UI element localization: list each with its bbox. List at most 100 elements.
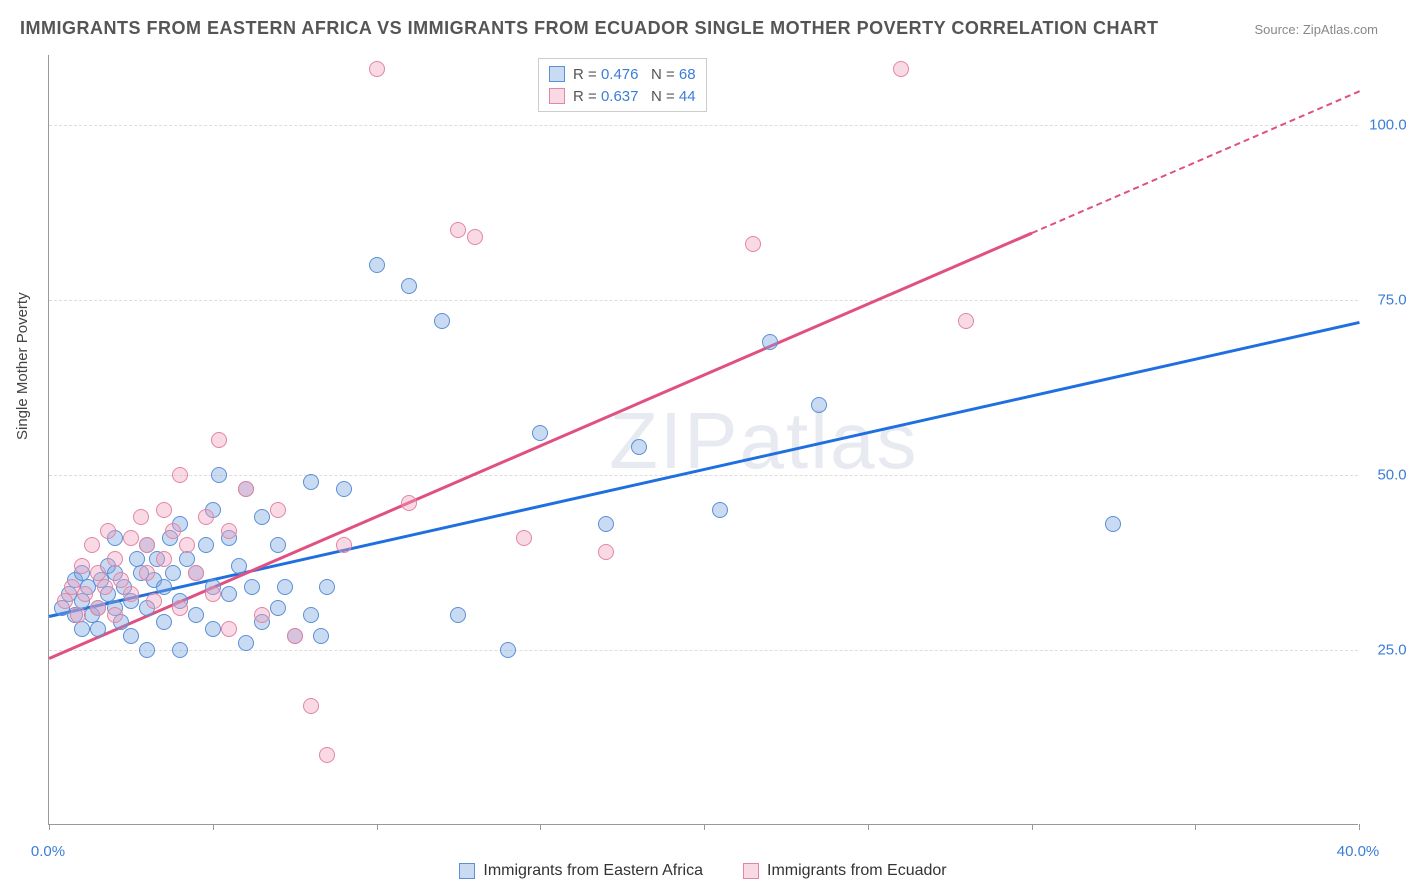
data-point: [270, 600, 286, 616]
data-point: [598, 516, 614, 532]
data-point: [198, 537, 214, 553]
data-point: [1105, 516, 1121, 532]
legend-swatch: [743, 863, 759, 879]
x-tick: [540, 824, 541, 830]
x-tick-label: 40.0%: [1337, 843, 1380, 860]
x-tick: [213, 824, 214, 830]
data-point: [139, 537, 155, 553]
data-point: [97, 579, 113, 595]
data-point: [156, 579, 172, 595]
data-point: [165, 523, 181, 539]
x-tick: [49, 824, 50, 830]
data-point: [179, 551, 195, 567]
data-point: [303, 607, 319, 623]
trend-line: [1031, 90, 1359, 234]
data-point: [238, 635, 254, 651]
legend-bottom: Immigrants from Eastern Africa Immigrants…: [0, 862, 1406, 880]
data-point: [303, 474, 319, 490]
data-point: [745, 236, 761, 252]
data-point: [319, 579, 335, 595]
y-tick-label: 25.0%: [1364, 642, 1406, 659]
data-point: [123, 586, 139, 602]
data-point: [516, 530, 532, 546]
data-point: [74, 558, 90, 574]
data-point: [123, 628, 139, 644]
data-point: [231, 558, 247, 574]
y-tick-label: 75.0%: [1364, 292, 1406, 309]
data-point: [532, 425, 548, 441]
legend-correlation: R = 0.476 N = 68 R = 0.637 N = 44: [538, 58, 707, 112]
data-point: [811, 397, 827, 413]
data-point: [188, 565, 204, 581]
data-point: [238, 481, 254, 497]
data-point: [893, 61, 909, 77]
data-point: [631, 439, 647, 455]
data-point: [113, 572, 129, 588]
legend-swatch: [459, 863, 475, 879]
legend-swatch: [549, 66, 565, 82]
data-point: [172, 600, 188, 616]
data-point: [221, 523, 237, 539]
data-point: [401, 495, 417, 511]
data-point: [369, 61, 385, 77]
legend-item: Immigrants from Eastern Africa: [459, 862, 703, 880]
data-point: [107, 551, 123, 567]
data-point: [90, 621, 106, 637]
trend-line: [49, 232, 1032, 660]
y-tick-label: 100.0%: [1364, 117, 1406, 134]
legend-stat: R = 0.637 N = 44: [573, 88, 696, 105]
x-tick: [1032, 824, 1033, 830]
data-point: [303, 698, 319, 714]
data-point: [198, 509, 214, 525]
legend-label: Immigrants from Ecuador: [767, 862, 947, 880]
legend-item: Immigrants from Ecuador: [743, 862, 947, 880]
data-point: [270, 502, 286, 518]
plot-area: ZIPatlas 25.0%50.0%75.0%100.0%: [48, 55, 1358, 825]
y-axis-label: Single Mother Poverty: [14, 292, 31, 440]
data-point: [139, 642, 155, 658]
data-point: [57, 593, 73, 609]
x-tick: [868, 824, 869, 830]
data-point: [287, 628, 303, 644]
data-point: [467, 229, 483, 245]
data-point: [211, 467, 227, 483]
data-point: [165, 565, 181, 581]
data-point: [221, 586, 237, 602]
data-point: [70, 607, 86, 623]
source-label: Source: ZipAtlas.com: [1254, 22, 1378, 37]
data-point: [254, 509, 270, 525]
data-point: [254, 607, 270, 623]
data-point: [762, 334, 778, 350]
data-point: [172, 467, 188, 483]
data-point: [133, 509, 149, 525]
data-point: [221, 621, 237, 637]
data-point: [77, 586, 93, 602]
data-point: [146, 593, 162, 609]
gridline: [49, 125, 1358, 126]
data-point: [156, 502, 172, 518]
data-point: [450, 607, 466, 623]
data-point: [107, 607, 123, 623]
data-point: [139, 565, 155, 581]
data-point: [277, 579, 293, 595]
x-tick: [704, 824, 705, 830]
data-point: [123, 530, 139, 546]
x-tick: [377, 824, 378, 830]
data-point: [156, 551, 172, 567]
legend-swatch: [549, 88, 565, 104]
data-point: [369, 257, 385, 273]
data-point: [90, 600, 106, 616]
legend-stat: R = 0.476 N = 68: [573, 66, 696, 83]
watermark: ZIPatlas: [609, 395, 918, 487]
data-point: [84, 537, 100, 553]
x-tick: [1359, 824, 1360, 830]
x-tick-label: 0.0%: [31, 843, 65, 860]
data-point: [450, 222, 466, 238]
data-point: [500, 642, 516, 658]
data-point: [156, 614, 172, 630]
data-point: [434, 313, 450, 329]
data-point: [319, 747, 335, 763]
gridline: [49, 300, 1358, 301]
data-point: [205, 621, 221, 637]
data-point: [188, 607, 204, 623]
